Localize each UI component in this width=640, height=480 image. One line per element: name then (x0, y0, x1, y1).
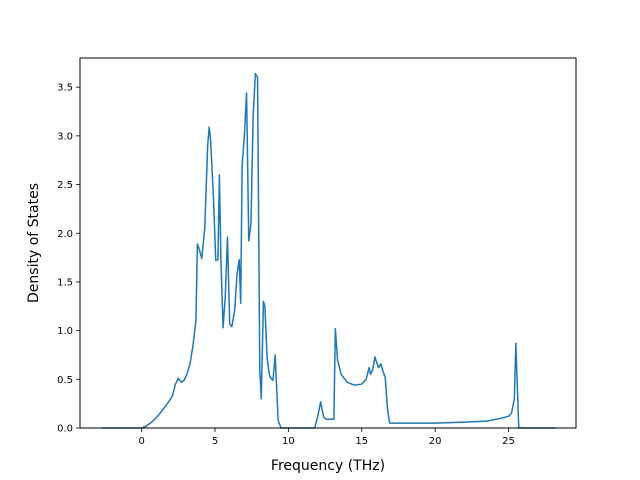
y-tick-label: 3.5 (57, 83, 73, 94)
y-tick-label: 1.5 (57, 277, 73, 288)
x-axis-label: Frequency (THz) (271, 458, 385, 474)
y-tick-label: 2.0 (57, 229, 73, 240)
x-tick-label: 25 (502, 436, 515, 447)
y-axis-label: Density of States (26, 183, 42, 303)
y-tick-label: 0.0 (57, 424, 73, 435)
y-axis-ticks: 0.0 0.5 1.0 1.5 2.0 2.5 3.0 3.5 (57, 83, 80, 435)
x-axis-ticks: 0 5 10 15 20 25 (138, 428, 515, 447)
plot-area (79, 57, 577, 429)
axes-background (80, 58, 576, 428)
series-layer (102, 72, 556, 429)
y-tick-label: 1.0 (57, 326, 73, 337)
x-tick-label: 10 (282, 436, 295, 447)
series-line-0 (102, 72, 556, 429)
y-tick-label: 3.0 (57, 131, 73, 142)
y-tick-label: 0.5 (57, 375, 73, 386)
x-tick-label: 0 (138, 436, 144, 447)
x-tick-label: 15 (355, 436, 368, 447)
y-tick-label: 2.5 (57, 180, 73, 191)
axes-frame (79, 57, 577, 429)
x-tick-label: 5 (212, 436, 218, 447)
x-tick-label: 20 (429, 436, 442, 447)
